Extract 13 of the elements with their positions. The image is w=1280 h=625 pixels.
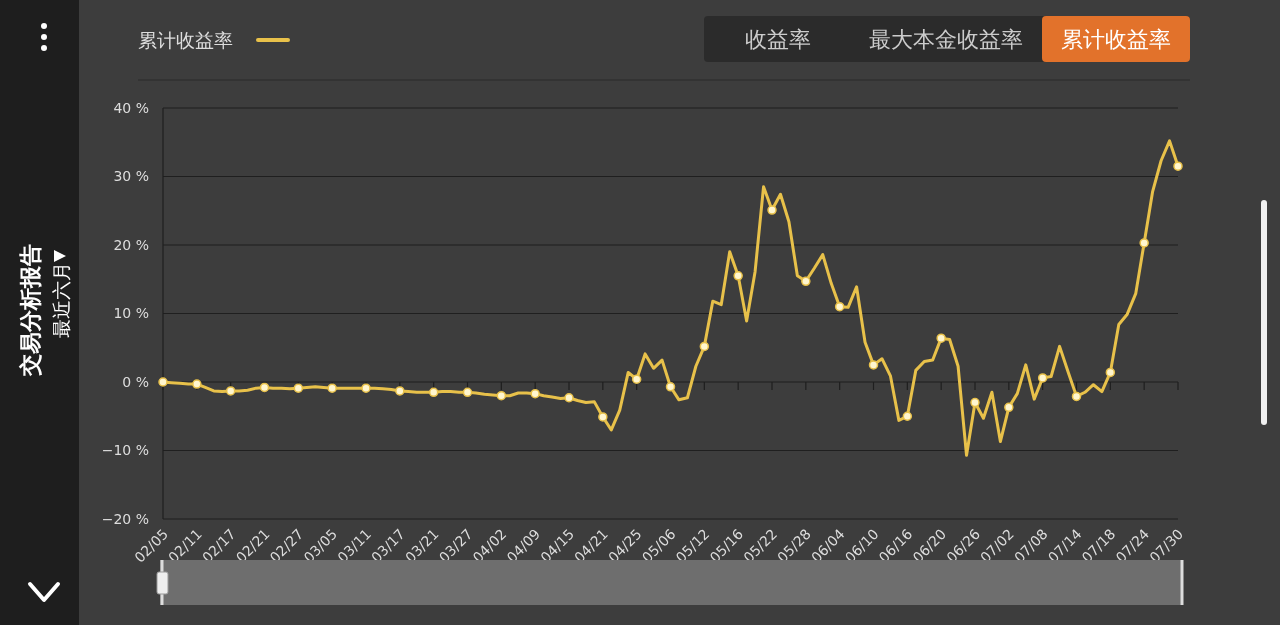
text: 累计收益率 xyxy=(1061,27,1171,52)
legend-label: 累计收益率 xyxy=(138,29,233,51)
y-tick-label: 40 % xyxy=(113,99,149,116)
text: 最近六月 xyxy=(50,262,72,338)
y-tick-label: 20 % xyxy=(113,236,149,253)
y-tick-label: 30 % xyxy=(113,168,149,185)
y-tick-label: −10 % xyxy=(101,442,149,459)
text: 收益率 xyxy=(744,27,811,52)
text: 交易分析报告 xyxy=(18,244,43,377)
y-tick-label: −20 % xyxy=(101,510,149,527)
y-tick-label: 10 % xyxy=(113,305,149,322)
y-tick-label: 0 % xyxy=(122,373,149,390)
text: 最大本金收益率 xyxy=(869,27,1023,52)
